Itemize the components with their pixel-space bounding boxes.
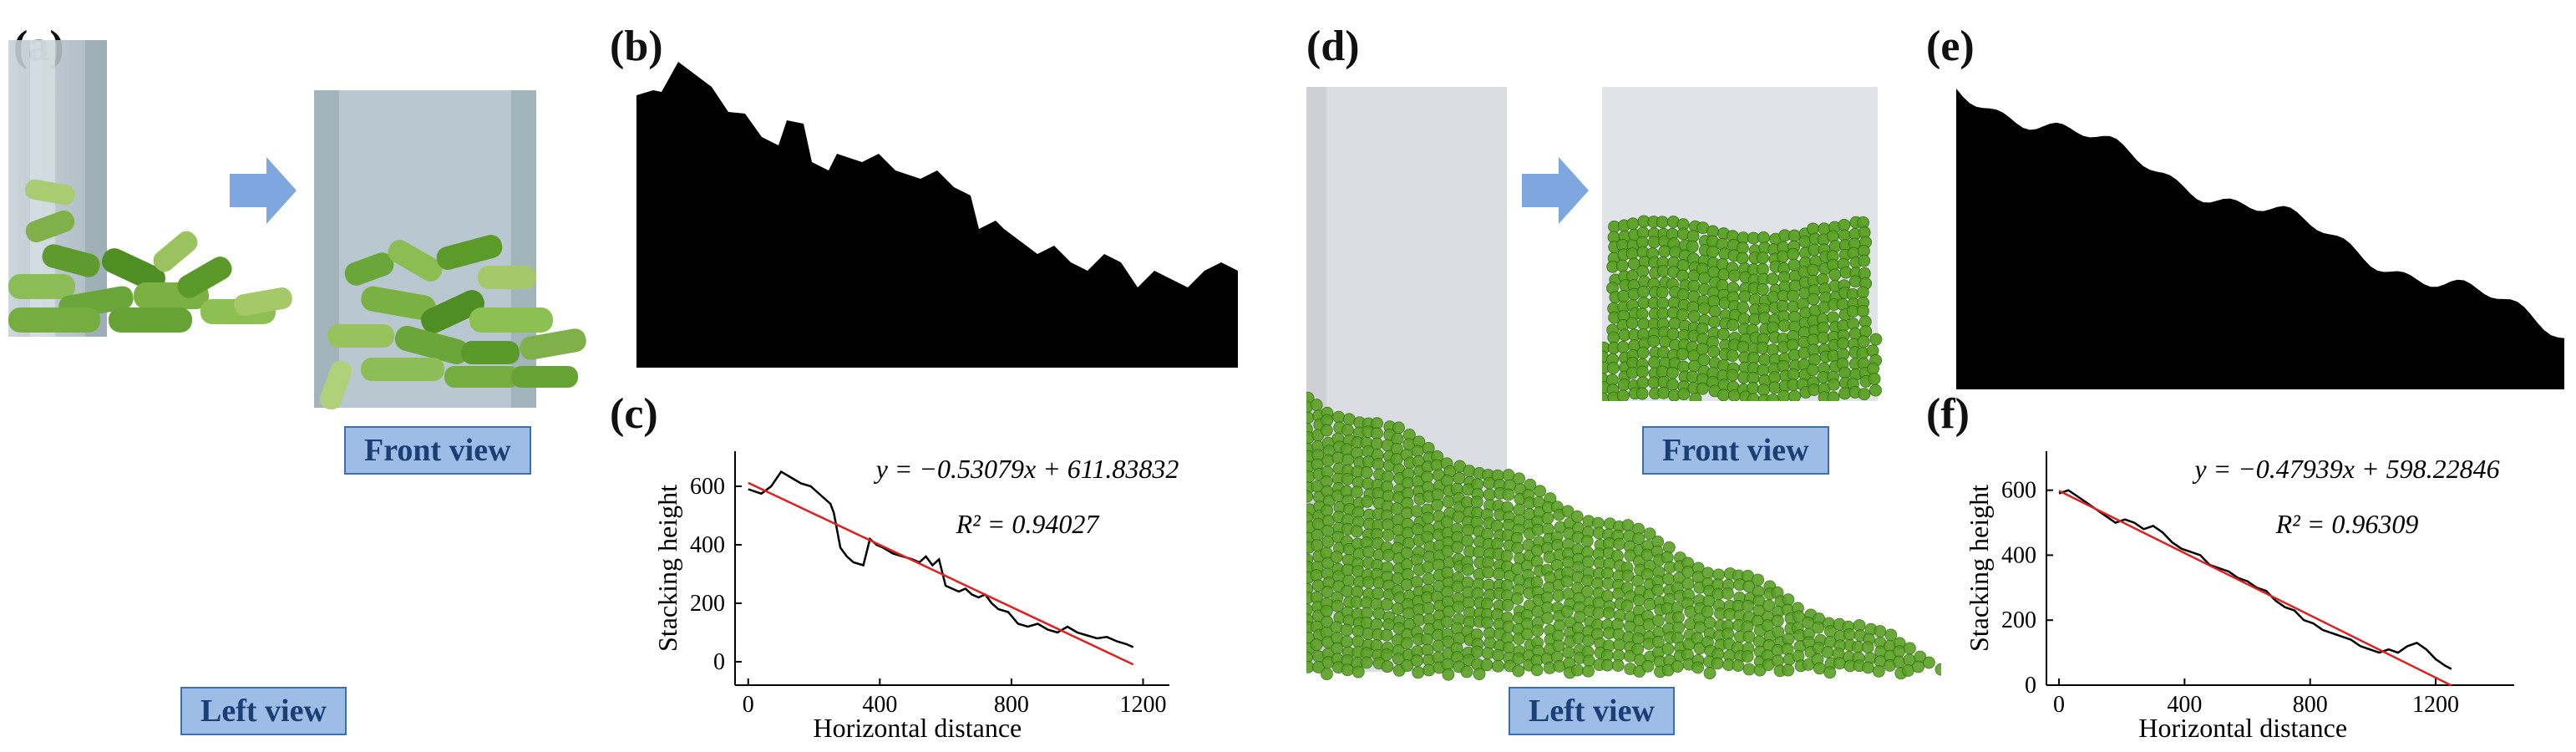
left-view-label-2: Left view [1509, 687, 1675, 735]
panel-label-c: (c) [610, 390, 658, 438]
x-tick-label: 400 [862, 692, 897, 718]
fit-line [748, 481, 1134, 666]
y-tick-label: 0 [2025, 673, 2036, 699]
x-axis-label: Horizontal distance [2138, 713, 2347, 743]
photo-front-view [314, 90, 586, 410]
x-tick-label: 1200 [1119, 692, 1166, 718]
profile-silhouette-e [1956, 89, 2564, 389]
panel-label-f: (f) [1926, 390, 1970, 438]
chart-f: 0 400 800 1200 0 200 400 600 Horizontal distance… [1964, 451, 2514, 743]
y-tick-label: 0 [713, 649, 725, 675]
panel-label-e: (e) [1926, 23, 1975, 70]
x-tick-label: 800 [2293, 692, 2328, 718]
arrow-icon [230, 157, 297, 224]
profile-silhouette-b [636, 62, 1238, 368]
panel-label-b: (b) [610, 23, 663, 70]
y-tick-label: 200 [690, 591, 725, 617]
photo-left-view [8, 40, 292, 337]
x-tick-label: 1200 [2412, 692, 2459, 718]
y-tick-label: 600 [690, 474, 725, 500]
fit-line [2058, 490, 2452, 687]
y-tick-label: 200 [2001, 607, 2036, 633]
equation-label: y = −0.53079x + 611.83832 [874, 454, 1179, 484]
arrow-icon-2 [1522, 157, 1589, 224]
r2-label: R² = 0.94027 [956, 509, 1101, 539]
x-tick-label: 800 [994, 692, 1029, 718]
front-view-label: Front view [344, 426, 531, 475]
chart-c: 0 400 800 1200 0 200 400 600 Horizontal distance… [652, 451, 1179, 743]
panel-label-d: (d) [1306, 23, 1360, 70]
x-axis-label: Horizontal distance [814, 713, 1022, 743]
equation-label: y = −0.47939x + 598.22846 [2192, 454, 2499, 484]
axes: 0 400 800 1200 0 200 400 600 [690, 451, 1169, 718]
x-tick-label: 400 [2167, 692, 2202, 718]
simulation-left-view [1306, 87, 1941, 681]
y-tick-label: 600 [2001, 478, 2036, 504]
x-tick-label: 0 [743, 692, 754, 718]
x-tick-label: 0 [2053, 692, 2065, 718]
left-view-label: Left view [180, 687, 347, 735]
simulation-front-view [1602, 87, 1883, 401]
y-tick-label: 400 [690, 532, 725, 558]
y-axis-label: Stacking height [1964, 485, 1994, 652]
front-view-label-2: Front view [1642, 426, 1829, 475]
axes: 0 400 800 1200 0 200 400 600 [2001, 451, 2514, 718]
y-tick-label: 400 [2001, 542, 2036, 568]
y-axis-label: Stacking height [652, 485, 682, 652]
r2-label: R² = 0.96309 [2275, 509, 2419, 539]
series-line [2058, 489, 2452, 670]
series-line [748, 470, 1134, 648]
